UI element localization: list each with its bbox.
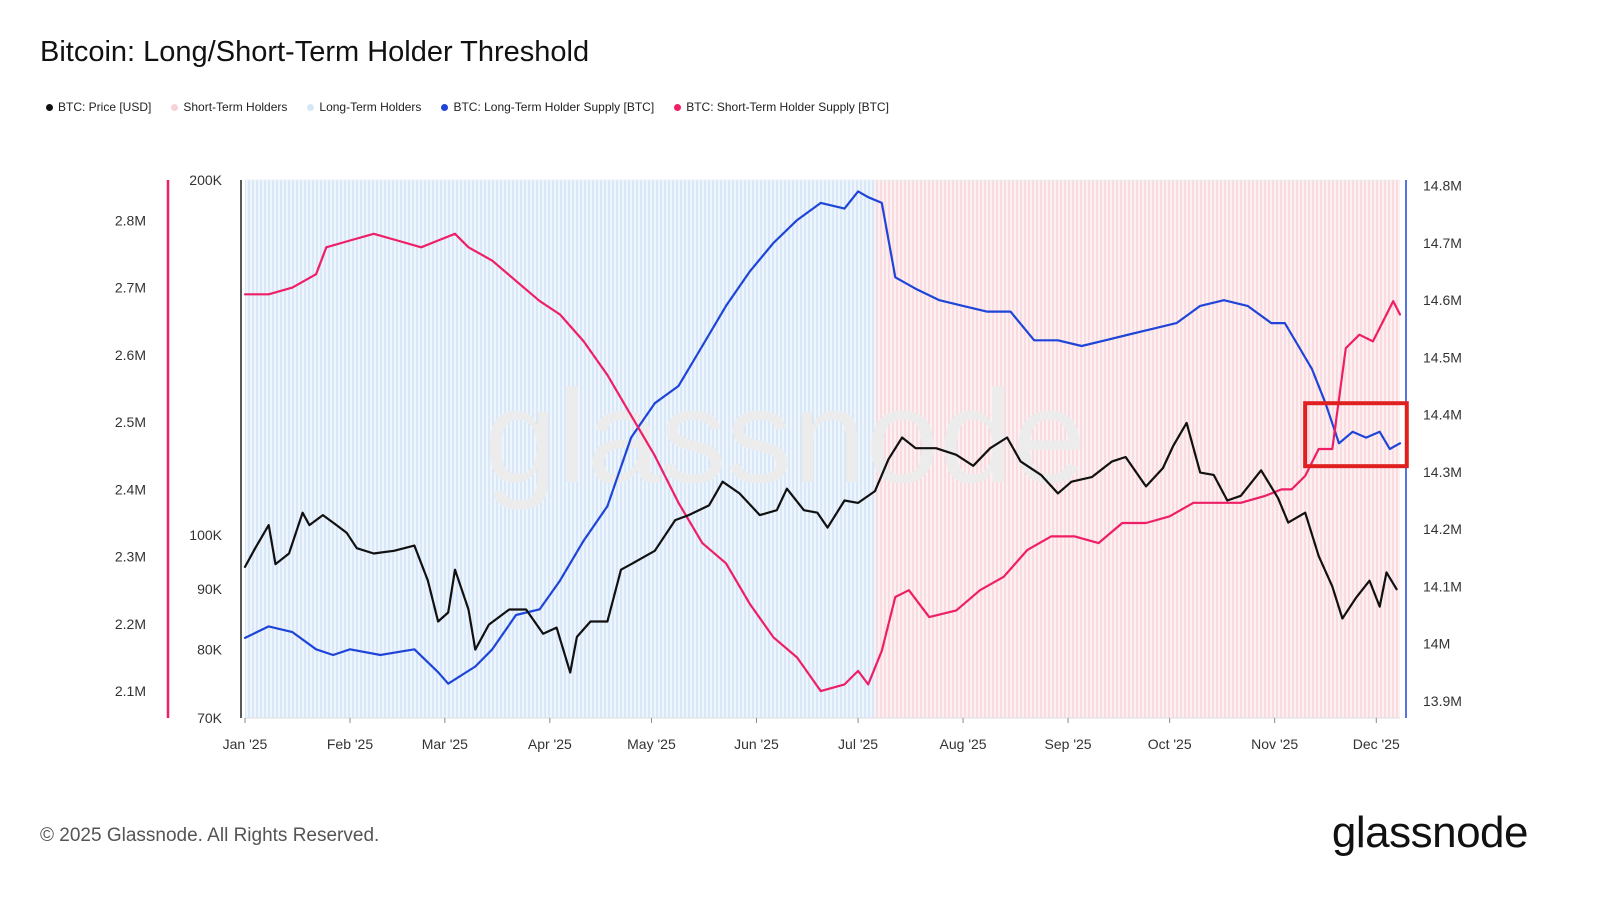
series-line-btc-short-term-holder-supply-btc[interactable]: [243, 232, 1402, 693]
legend-label-lth-supply: BTC: Long-Term Holder Supply [BTC]: [453, 100, 655, 114]
sth-supply-tick-label: 2.7M: [115, 280, 146, 296]
legend-label-sth-supply: BTC: Short-Term Holder Supply [BTC]: [686, 100, 889, 114]
price-tick-label: 90K: [197, 581, 223, 597]
legend-dot-sth-supply: [674, 103, 682, 111]
sth-supply-tick-label: 2.2M: [115, 616, 146, 632]
price-tick-label: 100K: [189, 527, 222, 543]
price-tick-label: 70K: [197, 710, 223, 726]
legend-dot-lth-supply: [441, 103, 449, 111]
x-tick-label: Jan '25: [223, 736, 268, 752]
lth-supply-tick-label: 14.7M: [1423, 235, 1462, 251]
axes-layer: 2.1M 2.2M 2.3M 2.4M 2.5M 2.6M 2.7M 2.8M 70K 80K 90…: [115, 172, 1462, 752]
x-tick-label: Oct '25: [1148, 736, 1192, 752]
legend-item-price[interactable]: BTC: Price [USD]: [46, 100, 151, 114]
sth-supply-tick-label: 2.4M: [115, 481, 146, 497]
legend-label-long-term-holders: Long-Term Holders: [319, 100, 422, 114]
x-tick-label: Jul '25: [838, 736, 878, 752]
sth-supply-tick-label: 2.6M: [115, 347, 146, 363]
lth-supply-tick-label: 14.5M: [1423, 349, 1462, 365]
sth-supply-tick-label: 2.3M: [115, 549, 146, 565]
lth-supply-tick-label: 14.3M: [1423, 464, 1462, 480]
lth-supply-tick-label: 14.6M: [1423, 292, 1462, 308]
legend-item-short-term-holders[interactable]: Short-Term Holders: [171, 100, 287, 114]
x-tick-label: Dec '25: [1353, 736, 1400, 752]
highlight-layer: [1303, 401, 1409, 469]
lth-supply-tick-label: 13.9M: [1423, 693, 1462, 709]
legend-label-short-term-holders: Short-Term Holders: [183, 100, 288, 114]
lth-supply-tick-label: 14M: [1423, 636, 1450, 652]
watermark-text: glassnode: [484, 363, 1086, 510]
lth-supply-tick-label: 14.2M: [1423, 521, 1462, 537]
legend-item-lth-supply[interactable]: BTC: Long-Term Holder Supply [BTC]: [441, 100, 654, 114]
sth-supply-tick-label: 2.5M: [115, 414, 146, 430]
price-tick-label: 80K: [197, 642, 223, 658]
x-tick-label: Aug '25: [940, 736, 987, 752]
region-long-term-holders: [245, 180, 875, 718]
x-tick-label: Nov '25: [1251, 736, 1298, 752]
highlight-box: [1303, 401, 1409, 469]
chart-title: Bitcoin: Long/Short-Term Holder Threshol…: [40, 36, 590, 68]
x-tick-label: Apr '25: [528, 736, 572, 752]
series-layer: [243, 190, 1402, 693]
legend-item-sth-supply[interactable]: BTC: Short-Term Holder Supply [BTC]: [674, 100, 889, 114]
chart-legend: BTC: Price [USD] Short-Term Holders Long…: [46, 100, 889, 114]
copyright-text: © 2025 Glassnode. All Rights Reserved.: [40, 825, 380, 846]
x-tick-label: Mar '25: [422, 736, 468, 752]
price-tick-label: 200K: [189, 172, 222, 188]
legend-dot-long-term-holders: [307, 103, 315, 111]
series-line-btc-long-term-holder-supply-btc[interactable]: [243, 190, 1402, 685]
glassnode-logo: glassnode: [1331, 808, 1529, 857]
x-tick-label: May '25: [627, 736, 676, 752]
legend-dot-price: [46, 103, 53, 111]
region-short-term-holders: [875, 180, 1400, 718]
x-tick-label: Feb '25: [327, 736, 373, 752]
sth-supply-tick-label: 2.8M: [115, 212, 146, 228]
legend-dot-short-term-holders: [171, 103, 179, 111]
x-tick-label: Jun '25: [734, 736, 779, 752]
lth-supply-tick-label: 14.4M: [1423, 407, 1462, 423]
legend-label-price: BTC: Price [USD]: [58, 100, 152, 114]
lth-supply-tick-label: 14.1M: [1423, 578, 1462, 594]
regions-layer: [245, 180, 1400, 718]
lth-supply-tick-label: 14.8M: [1423, 178, 1462, 194]
sth-supply-tick-label: 2.1M: [115, 683, 146, 699]
series-line-btc-price-usd[interactable]: [243, 421, 1398, 674]
x-tick-label: Sep '25: [1045, 736, 1092, 752]
legend-item-long-term-holders[interactable]: Long-Term Holders: [307, 100, 421, 114]
